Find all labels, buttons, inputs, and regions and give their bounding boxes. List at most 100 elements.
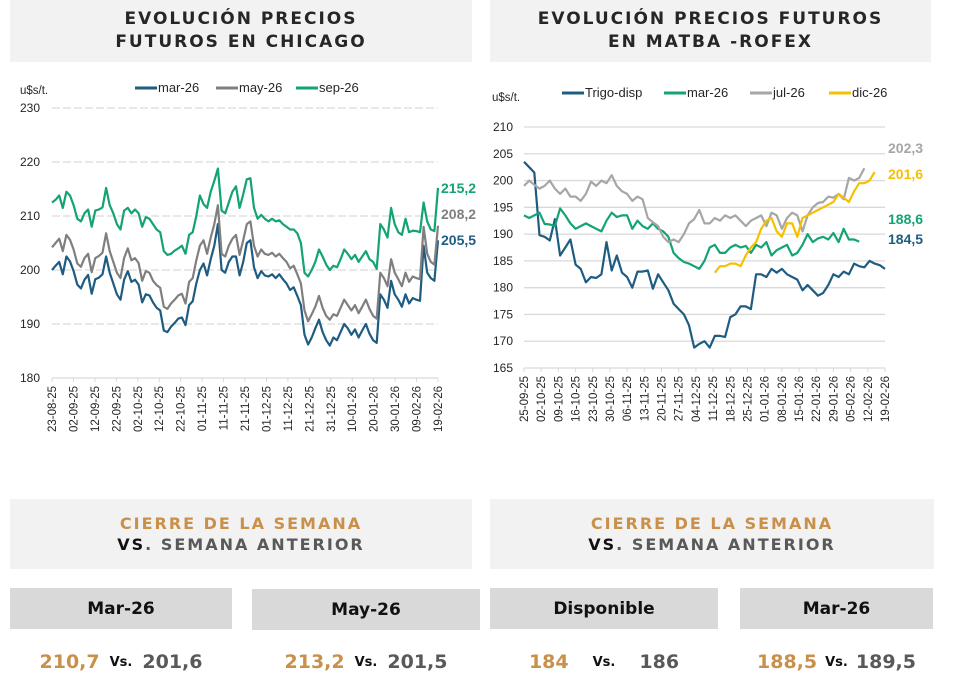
x-tick-label: 23-10-25 [588, 376, 600, 422]
x-tick-label: 12-02-26 [863, 376, 875, 422]
x-tick-label: 30-10-25 [605, 376, 617, 422]
x-tick-label: 12-10-25 [154, 386, 166, 432]
y-tick-label: 210 [20, 209, 40, 223]
x-tick-label: 30-01-26 [390, 386, 402, 432]
left-title-line-2: FUTUROS EN CHICAGO [115, 32, 367, 52]
vs-label: Vs. [592, 654, 616, 670]
legend-label-Trigo-disp: Trigo-disp [585, 85, 642, 100]
card-header-mar26-cbot: Mar-26 [10, 588, 232, 629]
x-tick-label: 31-12-25 [326, 386, 338, 432]
x-tick-label: 01-11-25 [197, 386, 209, 431]
y-tick-label: 190 [493, 227, 513, 241]
x-tick-label: 02-10-25 [133, 386, 145, 432]
legend-label-mar-26: mar-26 [687, 85, 728, 100]
previous-value: 189,5 [855, 651, 916, 673]
legend-label-jul-26: jul-26 [772, 85, 805, 100]
x-tick-label: 19-02-26 [433, 386, 445, 432]
y-tick-label: 195 [493, 200, 513, 214]
previous-value: 186 [639, 651, 680, 673]
y-tick-label: 170 [493, 334, 513, 348]
x-tick-label: 04-12-25 [691, 376, 703, 422]
y-tick-label: 200 [493, 174, 513, 188]
series-line-mar-26 [523, 207, 860, 270]
right-chart-title: EVOLUCIÓN PRECIOS FUTUROS EN MATBA -ROFE… [490, 0, 931, 62]
y-tick-label: 205 [493, 147, 513, 161]
x-tick-label: 02-10-25 [536, 376, 548, 422]
card-header-disponible: Disponible [490, 588, 718, 629]
x-tick-label: 11-12-25 [283, 386, 295, 431]
summary-line-2-rest: . SEMANA ANTERIOR [616, 535, 836, 554]
vs-text: VS [588, 535, 617, 554]
x-tick-label: 06-11-25 [622, 376, 634, 421]
x-tick-label: 22-01-26 [811, 376, 823, 422]
card-values-mar26-cbot: 210,7 Vs. 201,6 [10, 647, 232, 677]
x-tick-label: 27-11-25 [674, 376, 686, 421]
current-value: 210,7 [39, 651, 100, 673]
right-title-line-2: EN MATBA -ROFEX [607, 32, 814, 52]
x-tick-label: 13-11-25 [639, 376, 651, 421]
card-values-disponible: 184 Vs. 186 [490, 647, 718, 677]
left-title-line-1: EVOLUCIÓN PRECIOS [124, 9, 358, 29]
summary-line-2: VS. SEMANA ANTERIOR [588, 534, 835, 555]
end-label-Trigo-disp: 184,5 [888, 231, 923, 247]
y-tick-label: 185 [493, 254, 513, 268]
x-tick-label: 21-12-25 [304, 386, 316, 432]
y-tick-label: 220 [20, 155, 40, 169]
x-tick-label: 25-09-25 [519, 376, 531, 422]
x-tick-label: 12-09-25 [90, 386, 102, 432]
y-tick-label: 230 [20, 101, 40, 115]
series-line-may-26 [51, 204, 440, 323]
end-label-dic-26: 201,6 [888, 166, 923, 182]
vs-text: VS [117, 535, 146, 554]
card-values-may26-cbot: 213,2 Vs. 201,5 [252, 647, 480, 677]
x-tick-label: 02-09-25 [68, 386, 80, 432]
x-tick-label: 19-02-26 [880, 376, 892, 422]
left-summary-banner: CIERRE DE LA SEMANA VS. SEMANA ANTERIOR [10, 499, 472, 569]
x-tick-label: 29-01-26 [828, 376, 840, 422]
current-value: 184 [528, 651, 569, 673]
card-values-mar26-matba: 188,5 Vs. 189,5 [740, 647, 933, 677]
y-tick-label: 180 [493, 281, 513, 295]
end-label-jul-26: 202,3 [888, 140, 923, 156]
vs-label: Vs. [825, 654, 848, 670]
x-tick-label: 01-12-25 [261, 386, 273, 432]
y-tick-label: 200 [20, 263, 40, 277]
legend-label-may-26: may-26 [239, 80, 282, 95]
x-tick-label: 01-01-26 [760, 376, 772, 422]
x-tick-label: 09-10-25 [553, 376, 565, 422]
x-tick-label: 25-12-25 [742, 376, 754, 422]
x-tick-label: 22-09-25 [111, 386, 123, 432]
card-header-may26-cbot: May-26 [252, 589, 480, 630]
x-tick-label: 20-11-25 [657, 376, 669, 421]
previous-value: 201,5 [387, 651, 448, 673]
x-tick-label: 18-12-25 [725, 376, 737, 422]
summary-line-2-rest: . SEMANA ANTERIOR [145, 535, 365, 554]
y-tick-label: 210 [493, 120, 513, 134]
card-header-mar26-matba: Mar-26 [740, 588, 933, 629]
previous-value: 201,6 [142, 651, 203, 673]
x-tick-label: 08-01-26 [777, 376, 789, 422]
series-line-dic-26 [713, 171, 876, 274]
summary-line-1: CIERRE DE LA SEMANA [590, 514, 834, 533]
y-tick-label: 180 [20, 371, 40, 385]
series-line-sep-26 [51, 167, 440, 278]
end-label-sep-26: 215,2 [441, 180, 476, 196]
x-tick-label: 20-01-26 [369, 386, 381, 432]
right-title-line-1: EVOLUCIÓN PRECIOS FUTUROS [537, 9, 884, 29]
y-axis-unit-label: u$s/t. [492, 92, 520, 104]
charts-canvas: u$s/t. 180 190 200 210 220 230 23-08-25 02-09-25… [20, 80, 923, 432]
legend-label-mar-26: mar-26 [158, 80, 199, 95]
right-summary-banner: CIERRE DE LA SEMANA VS. SEMANA ANTERIOR [490, 499, 934, 569]
x-tick-label: 10-01-26 [347, 386, 359, 432]
x-tick-label: 15-01-26 [794, 376, 806, 422]
y-tick-label: 165 [493, 361, 513, 375]
end-label-may-26: 208,2 [441, 206, 476, 222]
series-line-mar-26 [51, 223, 440, 347]
summary-line-1: CIERRE DE LA SEMANA [119, 514, 363, 533]
end-label-mar-26: 188,6 [888, 211, 923, 227]
series-line-jul-26 [523, 167, 866, 244]
series-line-Trigo-disp [523, 161, 886, 349]
x-tick-label: 05-02-26 [846, 376, 858, 422]
current-value: 213,2 [284, 651, 345, 673]
legend-label-dic-26: dic-26 [852, 85, 887, 100]
